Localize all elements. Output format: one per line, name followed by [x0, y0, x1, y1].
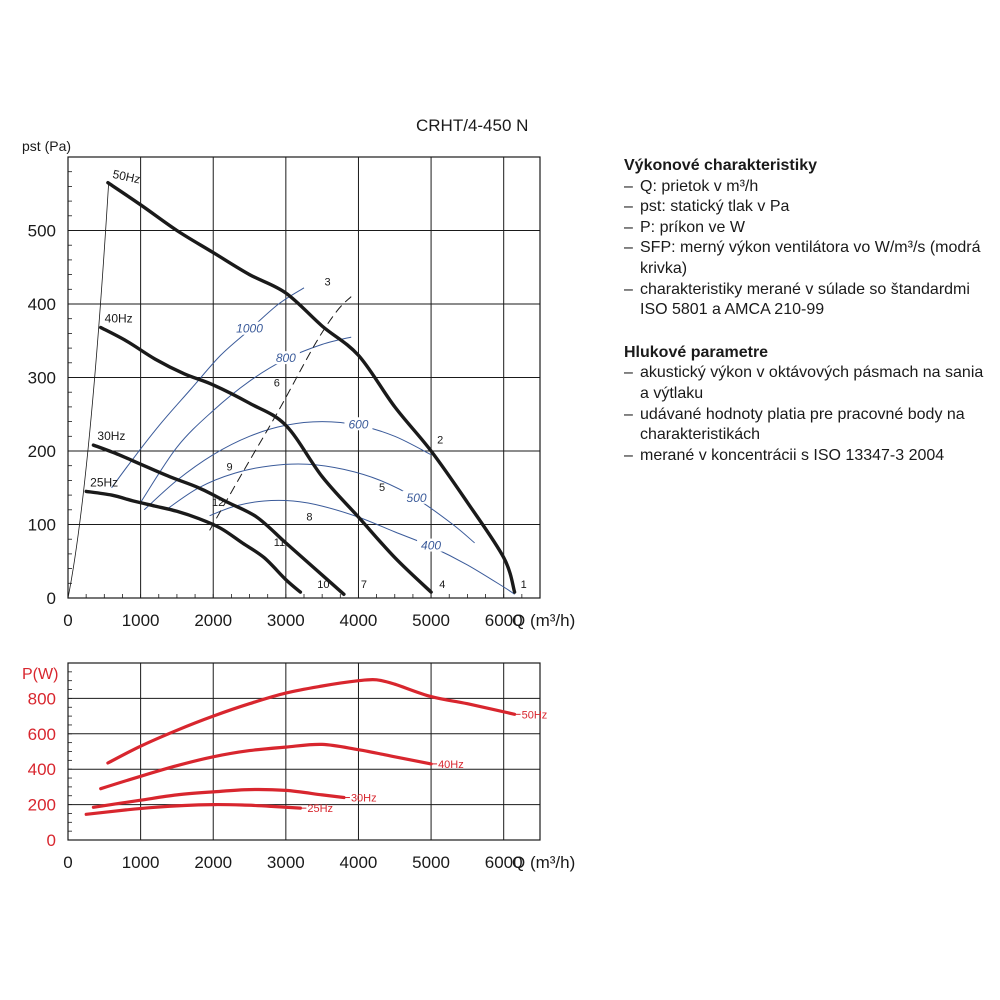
point-label: 1 — [521, 579, 527, 591]
y-tick-label: 100 — [28, 516, 56, 535]
point-label: 12 — [212, 497, 224, 509]
system-curve — [209, 296, 352, 531]
y-tick-label: 0 — [47, 589, 56, 608]
performance-title: Výkonové charakteristiky — [624, 157, 817, 174]
sfp-label-bg — [344, 417, 373, 431]
series-label: 25Hz — [90, 475, 118, 489]
point-label: 4 — [439, 579, 445, 591]
y-tick-label: 400 — [28, 760, 56, 779]
y-axis-label: pst (Pa) — [22, 138, 71, 154]
fan-curve-30hz — [91, 443, 346, 596]
noise-title: Hlukové parametre — [624, 343, 769, 361]
noise-item: akustický výkon v oktávových pásmach na … — [624, 363, 994, 404]
y-tick-label: 0 — [47, 831, 56, 850]
y-axis-label: P(W) — [22, 666, 58, 683]
point-label: 2 — [437, 434, 443, 446]
sfp-label-bg — [235, 321, 264, 335]
sfp-label: 800 — [276, 351, 296, 365]
sfp-label: 600 — [348, 417, 368, 431]
y-tick-label: 800 — [28, 689, 56, 708]
sfp-curve — [140, 336, 352, 503]
x-tick-label: 5000 — [412, 853, 450, 872]
noise-list: akustický výkon v oktávových pásmach na … — [624, 363, 994, 466]
y-tick-label: 200 — [28, 442, 56, 461]
power-curve-50hz — [106, 677, 517, 765]
y-tick-label: 300 — [28, 369, 56, 388]
y-tick-label: 200 — [28, 796, 56, 815]
power-curve-40hz — [99, 742, 433, 791]
power-curve-25hz — [84, 802, 302, 816]
x-tick-label: 6000 — [485, 853, 523, 872]
point-label: 5 — [379, 482, 385, 494]
power-chart: 0 1000 2000 3000 4000 5000 6000 0 200 400 600 800 P(… — [22, 662, 575, 872]
chart-model-title: CRHT/4-450 N — [416, 116, 529, 135]
point-label: 6 — [274, 378, 280, 390]
x-tick-label: 1000 — [122, 853, 160, 872]
x-tick-label: 0 — [63, 853, 72, 872]
y-tick-label: 600 — [28, 725, 56, 744]
sfp-label: 400 — [421, 539, 441, 553]
series-label: 30Hz — [351, 793, 377, 805]
noise-item: merané v koncentrácii s ISO 13347-3 2004 — [624, 446, 994, 467]
x-tick-label: 3000 — [267, 611, 305, 630]
x-tick-label: 1000 — [122, 611, 160, 630]
performance-item: pst: statický tlak v Pa — [624, 197, 994, 218]
sfp-label-bg — [271, 351, 300, 365]
performance-item: charakteristiky merané v súlade so štand… — [624, 280, 994, 321]
x-tick-label: 3000 — [267, 853, 305, 872]
notes-panel: Výkonové charakteristiky Q: prietok v m³… — [624, 156, 994, 466]
fan-curve-40hz — [99, 325, 433, 594]
sfp-label-bg — [402, 490, 431, 504]
fan-curve-50hz — [106, 181, 517, 594]
noise-item: udávané hodnoty platia pre pracovné body… — [624, 405, 994, 446]
y-tick-label: 400 — [28, 295, 56, 314]
sfp-label: 1000 — [236, 322, 263, 336]
point-label: 7 — [361, 579, 367, 591]
point-label: 11 — [274, 537, 285, 549]
performance-item: P: príkon ve W — [624, 218, 994, 239]
x-axis-label: Q (m³/h) — [512, 611, 575, 630]
x-tick-label: 2000 — [194, 611, 232, 630]
performance-item: SFP: merný výkon ventilátora vo W/m³/s (… — [624, 238, 994, 279]
series-label: 40Hz — [105, 312, 133, 326]
point-label: 3 — [325, 276, 331, 288]
point-label: 10 — [317, 579, 329, 591]
pressure-chart: 0 1000 2000 3000 4000 5000 6000 0 100 200 300 400 50… — [22, 138, 575, 630]
x-tick-label: 4000 — [340, 611, 378, 630]
sfp-label-bg — [417, 538, 446, 552]
point-label: 9 — [226, 462, 232, 474]
performance-list: Q: prietok v m³/h pst: statický tlak v P… — [624, 177, 994, 321]
fan-curve-25hz — [84, 489, 303, 594]
sfp-curve — [111, 287, 305, 489]
series-label: 50Hz — [111, 167, 141, 187]
performance-item: Q: prietok v m³/h — [624, 177, 994, 198]
series-label: 25Hz — [307, 803, 333, 815]
power-curve-30hz — [91, 787, 346, 809]
startup-curve — [67, 182, 110, 599]
x-tick-label: 2000 — [194, 853, 232, 872]
x-tick-label: 6000 — [485, 611, 523, 630]
y-tick-label: 500 — [28, 222, 56, 241]
x-tick-label: 0 — [63, 611, 72, 630]
point-label: 8 — [306, 512, 312, 524]
x-tick-label: 5000 — [412, 611, 450, 630]
sfp-curve — [165, 463, 475, 544]
x-axis-label: Q (m³/h) — [512, 853, 575, 872]
sfp-label: 500 — [407, 491, 427, 505]
series-label: 40Hz — [438, 759, 464, 771]
x-tick-label: 4000 — [340, 853, 378, 872]
series-label: 50Hz — [522, 709, 548, 721]
series-label: 30Hz — [97, 429, 125, 443]
